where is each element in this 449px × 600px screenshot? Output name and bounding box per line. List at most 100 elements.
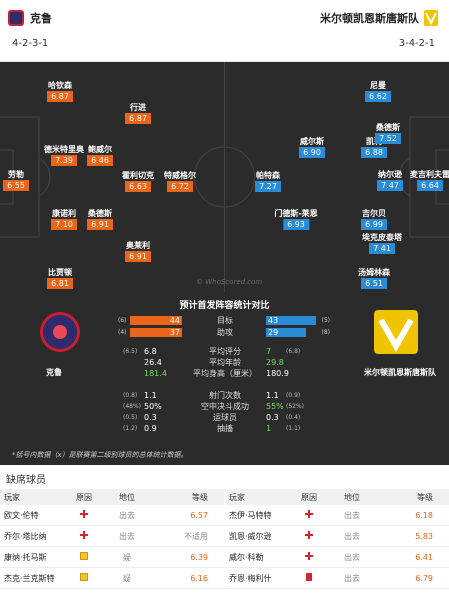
home-player[interactable]: 奥莱利 6.91	[125, 240, 151, 262]
away-player[interactable]: 纳尔逊 7.47	[377, 169, 403, 191]
missing-player-name[interactable]: 欧文·伦特	[4, 510, 39, 520]
away-player[interactable]: 吉尔贝 6.99	[361, 208, 387, 230]
player-name[interactable]: 德米特里奥	[44, 145, 84, 154]
player-name[interactable]: 威尔斯	[300, 137, 324, 146]
missing-rating: 6.18	[415, 510, 433, 520]
doubtful-icon	[80, 552, 88, 560]
player-name[interactable]: 桑德斯	[376, 123, 400, 132]
match-header: 克鲁 4-2-3-1 米尔顿凯恩斯唐斯队 3-4-2-1	[0, 0, 449, 62]
away-big-crest-icon	[374, 310, 418, 354]
missing-player-name[interactable]: 乔恩·梅利什	[229, 573, 272, 583]
home-player[interactable]: 行进 6.87	[125, 102, 151, 124]
player-name[interactable]: 凯莉	[366, 137, 382, 146]
table-row[interactable]: 乔恩·梅利什 出去 6.79	[225, 568, 449, 589]
stats-home-team: 克鲁	[46, 368, 62, 377]
home-player[interactable]: 鲍威尔 6.46	[87, 144, 113, 166]
player-rating: 6.64	[417, 180, 443, 191]
player-name[interactable]: 康诺利	[52, 209, 76, 218]
stat-label: 助攻	[217, 328, 233, 337]
table-row[interactable]: 欧文·伦特 出去 6.57	[0, 505, 224, 526]
away-player[interactable]: 麦吉利夫雷 6.64	[410, 169, 449, 191]
away-player[interactable]: 桑德斯 7.52	[375, 122, 401, 144]
doubtful-icon	[80, 573, 88, 581]
player-name[interactable]: 纳尔逊	[378, 170, 402, 179]
home-player[interactable]: 哈钦森 6.87	[47, 80, 73, 102]
home-team-name[interactable]: 克鲁	[30, 12, 52, 25]
table-row[interactable]: 乔尔·塔比纳 出去 不适用	[0, 526, 224, 547]
player-name[interactable]: 门德斯-莱恩	[274, 209, 318, 218]
bar-fill	[266, 328, 306, 337]
away-player[interactable]: 威尔斯 6.90	[299, 136, 325, 158]
player-name[interactable]: 比贾顿	[48, 268, 72, 277]
away-team-name[interactable]: 米尔顿凯恩斯唐斯队	[320, 12, 419, 25]
missing-player-name[interactable]: 威尔·科勒	[229, 552, 264, 562]
away-player[interactable]: 凯莉 6.88	[361, 136, 387, 158]
missing-rating: 6.79	[415, 573, 433, 583]
player-name[interactable]: 埃克皮泰塔	[362, 233, 402, 242]
away-stat-rank: (52%)	[286, 403, 305, 410]
home-player[interactable]: 比贾顿 6.81	[47, 267, 73, 289]
missing-player-name[interactable]: 杰伊·马特特	[229, 510, 272, 520]
player-name[interactable]: 行进	[130, 103, 146, 112]
missing-player-name[interactable]: 凯恩·威尔逊	[229, 531, 272, 541]
away-missing-table: 玩家 原因 地位 等级 杰伊·马特特 出去 6.18 凯恩·威尔逊 出去 5.83 威尔·科…	[225, 489, 449, 589]
table-row[interactable]: 威尔·科勒 出去 6.41	[225, 547, 449, 568]
missing-player-name[interactable]: 杰克·兰克斯特	[4, 573, 55, 583]
player-name[interactable]: 尼曼	[370, 81, 386, 90]
table-row[interactable]: 凯恩·威尔逊 出去 5.83	[225, 526, 449, 547]
away-player[interactable]: 埃克皮泰塔 7.41	[362, 232, 402, 254]
col-player: 玩家	[4, 492, 20, 502]
player-name[interactable]: 吉尔贝	[362, 209, 386, 218]
missing-status: 疑	[123, 552, 131, 562]
away-stat-value: 7	[266, 347, 272, 356]
player-name[interactable]: 汤姆林森	[358, 268, 390, 277]
table-row[interactable]: 康纳·托马斯 疑 6.39	[0, 547, 224, 568]
home-player[interactable]: 特威格尔 6.72	[164, 170, 196, 192]
missing-reason	[291, 510, 327, 520]
col-reason: 原因	[76, 492, 92, 502]
away-player[interactable]: 汤姆林森 6.51	[358, 267, 390, 289]
home-player[interactable]: 康诺利 7.10	[51, 208, 77, 230]
bar-rank: (8)	[321, 329, 331, 336]
player-name[interactable]: 霍利切克	[122, 171, 154, 180]
home-stat-bar: 44 (6)	[118, 316, 182, 325]
red-card-icon	[306, 573, 312, 581]
pitch-lines	[0, 62, 449, 292]
table-row[interactable]: 杰伊·马特特 出去 6.18	[225, 505, 449, 526]
missing-title: 缺席球员	[6, 475, 46, 486]
stat-label: 射门次数	[209, 391, 241, 400]
missing-status: 出去	[344, 552, 360, 562]
missing-player-name[interactable]: 康纳·托马斯	[4, 552, 47, 562]
player-name[interactable]: 劳勒	[8, 170, 24, 179]
missing-player-name[interactable]: 乔尔·塔比纳	[4, 531, 47, 541]
home-player[interactable]: 桑德斯 6.91	[87, 208, 113, 230]
col-status: 地位	[119, 492, 135, 502]
away-player[interactable]: 尼曼 6.62	[365, 80, 391, 102]
player-rating: 6.99	[361, 219, 387, 230]
away-player[interactable]: 帕特森 7.27	[255, 170, 281, 192]
injury-icon	[80, 531, 88, 539]
col-reason: 原因	[301, 492, 317, 502]
away-stat-value: 180.9	[266, 369, 289, 378]
player-name[interactable]: 帕特森	[256, 171, 280, 180]
player-name[interactable]: 奥莱利	[126, 241, 150, 250]
player-name[interactable]: 鲍威尔	[88, 145, 112, 154]
player-name[interactable]: 特威格尔	[164, 171, 196, 180]
missing-rating: 6.41	[415, 552, 433, 562]
away-player[interactable]: 门德斯-莱恩 6.93	[274, 208, 318, 230]
home-player[interactable]: 德米特里奥 7.39	[44, 144, 84, 166]
home-stat-value: 1.1	[144, 391, 157, 400]
player-name[interactable]: 哈钦森	[48, 81, 72, 90]
home-player[interactable]: 霍利切克 6.63	[122, 170, 154, 192]
player-name[interactable]: 桑德斯	[88, 209, 112, 218]
home-player[interactable]: 劳勒 6.55	[3, 169, 29, 191]
home-stat-value: 0.3	[144, 413, 157, 422]
missing-status: 出去	[119, 510, 135, 520]
away-team-header[interactable]: 米尔顿凯恩斯唐斯队	[320, 10, 439, 26]
bar-value: 43	[268, 316, 279, 325]
player-name[interactable]: 麦吉利夫雷	[410, 170, 449, 179]
table-row[interactable]: 杰克·兰克斯特 疑 6.16	[0, 568, 224, 589]
home-team-header[interactable]: 克鲁	[8, 10, 52, 26]
home-stat-value: 0.9	[144, 424, 157, 433]
home-stat-rank: (0.5)	[123, 414, 138, 421]
